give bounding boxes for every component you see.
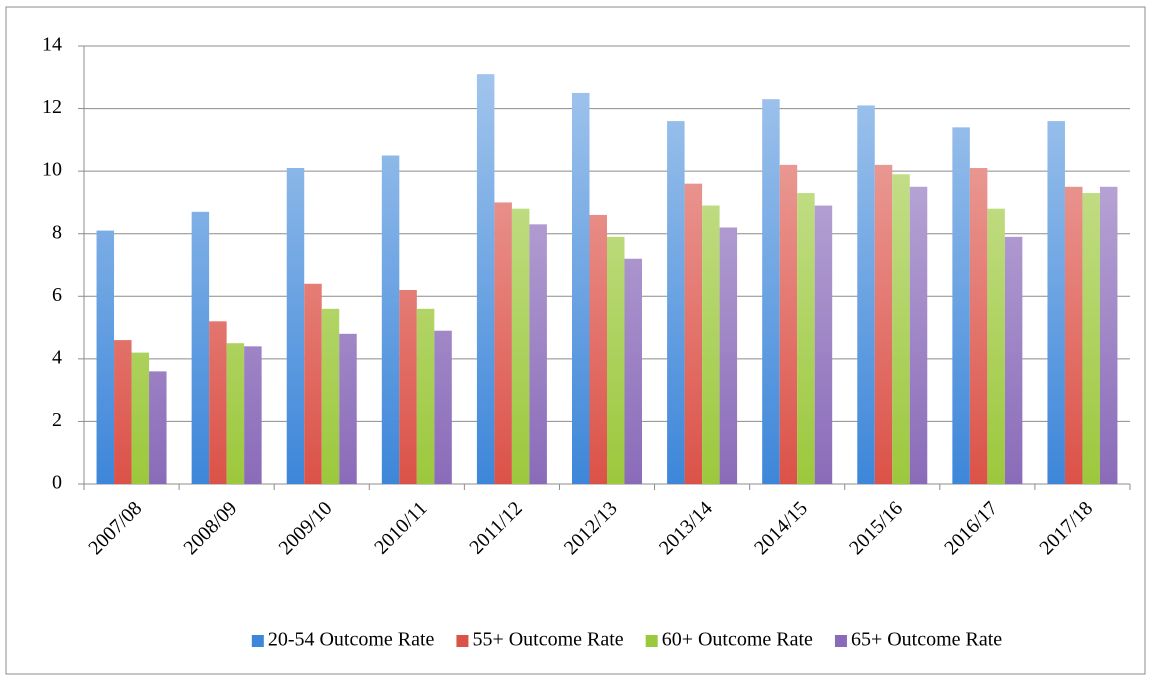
legend-swatch	[834, 635, 847, 647]
bar	[969, 168, 988, 484]
bar	[1004, 236, 1023, 484]
bar	[226, 343, 245, 484]
bar	[476, 74, 495, 485]
bar	[1064, 186, 1083, 485]
bar	[286, 168, 305, 484]
bar	[607, 236, 625, 484]
bar	[511, 208, 530, 484]
y-tick-label: 0	[52, 472, 62, 494]
bar	[321, 308, 340, 484]
legend-label: 65+ Outcome Rate	[851, 629, 1002, 651]
bar	[1082, 193, 1100, 485]
legend-item: 55+ Outcome Rate	[456, 629, 624, 651]
bar	[434, 330, 452, 484]
bar	[667, 121, 685, 484]
bar	[797, 193, 815, 485]
bar	[209, 321, 227, 484]
bar	[191, 211, 210, 485]
legend-item: 65+ Outcome Rate	[834, 629, 1002, 651]
bar	[874, 164, 893, 484]
bar	[149, 371, 167, 484]
bar	[572, 92, 590, 484]
bar	[244, 346, 262, 484]
bar	[814, 205, 833, 485]
legend-swatch	[251, 635, 264, 647]
y-tick-label: 8	[52, 221, 62, 243]
bar	[589, 214, 607, 484]
bar	[892, 174, 910, 484]
legend-label: 20-54 Outcome Rate	[268, 629, 435, 651]
legend-swatch	[456, 635, 469, 647]
bar	[381, 155, 400, 484]
bar	[304, 283, 322, 484]
legend-label: 60+ Outcome Rate	[662, 629, 813, 651]
bar	[416, 308, 435, 484]
bar	[684, 183, 703, 484]
y-tick-label: 10	[42, 159, 62, 181]
y-tick-label: 12	[42, 96, 62, 118]
bar	[909, 186, 928, 485]
bar	[762, 99, 780, 484]
bar	[131, 352, 150, 484]
bar	[494, 202, 512, 484]
bar	[624, 258, 642, 484]
bar	[857, 105, 875, 484]
bar	[952, 127, 970, 484]
bar	[399, 290, 417, 484]
bar	[96, 230, 115, 484]
legend-swatch	[645, 635, 658, 647]
y-tick-label: 4	[52, 346, 62, 368]
bar	[987, 208, 1005, 484]
bar	[529, 224, 547, 485]
bar	[1047, 121, 1065, 484]
y-tick-label: 2	[52, 409, 62, 431]
bar	[339, 333, 357, 484]
y-tick-label: 14	[42, 34, 62, 56]
bar	[114, 340, 132, 484]
legend-item: 60+ Outcome Rate	[645, 629, 813, 651]
y-tick-label: 6	[52, 284, 62, 306]
legend-item: 20-54 Outcome Rate	[251, 629, 435, 651]
bar	[779, 164, 798, 484]
bar	[1099, 186, 1118, 485]
bar	[719, 227, 738, 484]
bar	[702, 205, 720, 485]
legend-label: 55+ Outcome Rate	[472, 629, 623, 651]
